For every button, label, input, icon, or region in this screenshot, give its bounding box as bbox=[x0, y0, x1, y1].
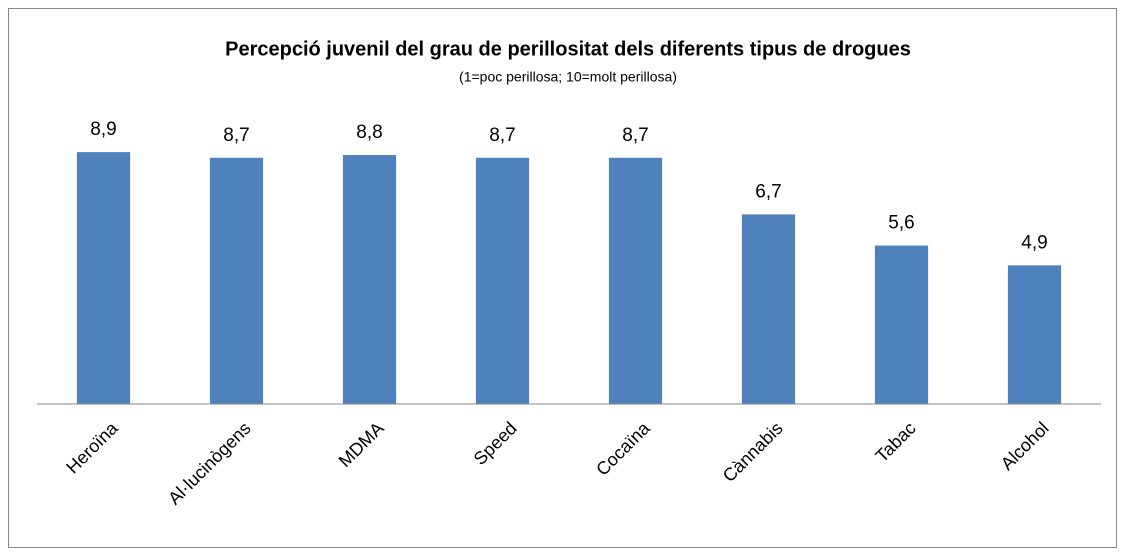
bar bbox=[874, 245, 929, 404]
data-label: 5,6 bbox=[888, 213, 914, 234]
data-label: 8,7 bbox=[489, 125, 515, 146]
data-label: 6,7 bbox=[755, 181, 781, 202]
chart-title: Percepció juvenil del grau de perillosit… bbox=[225, 38, 911, 60]
data-label: 8,8 bbox=[356, 122, 382, 143]
bar bbox=[741, 214, 796, 404]
bar bbox=[608, 157, 663, 404]
data-label: 4,9 bbox=[1021, 232, 1047, 253]
data-label: 8,7 bbox=[223, 125, 249, 146]
bar bbox=[342, 154, 397, 404]
bar bbox=[209, 157, 264, 404]
data-label: 8,9 bbox=[90, 119, 116, 140]
data-label: 8,7 bbox=[622, 125, 648, 146]
chart-border bbox=[8, 8, 1117, 548]
bar bbox=[475, 157, 530, 404]
bar bbox=[76, 152, 131, 404]
bar bbox=[1007, 265, 1062, 404]
chart-subtitle: (1=poc perillosa; 10=molt perillosa) bbox=[459, 69, 677, 85]
